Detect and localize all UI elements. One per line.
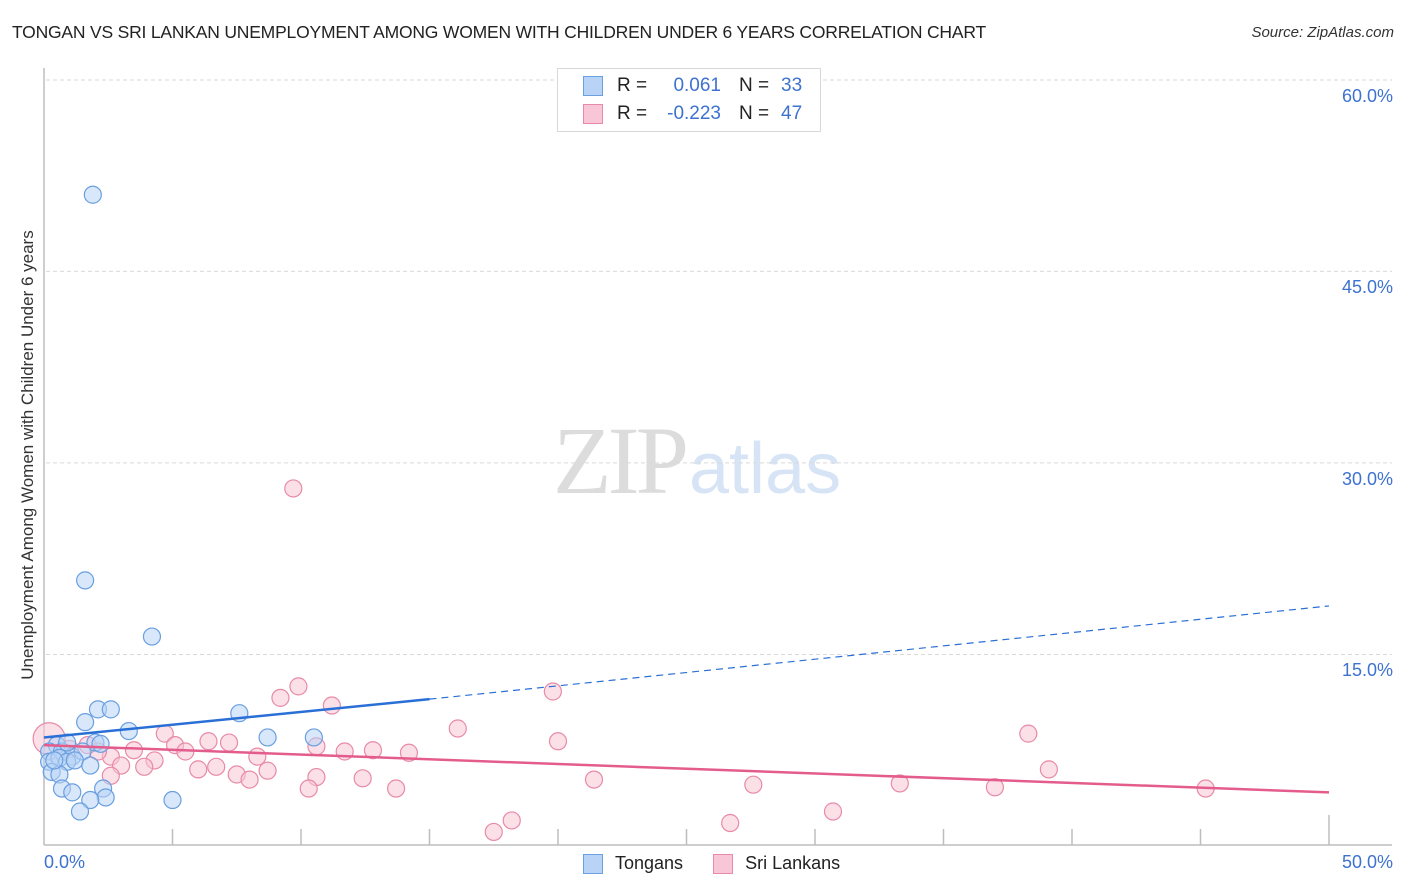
data-point (363, 741, 383, 760)
data-point (985, 778, 1005, 797)
data-point (299, 779, 318, 798)
data-point (258, 728, 277, 747)
legend-row-tongans: R = 0.061 N = 33 (583, 74, 802, 98)
data-point (124, 741, 144, 760)
data-point (1039, 760, 1058, 779)
data-point (584, 770, 604, 789)
x-tick-0: 0.0% (44, 852, 86, 872)
sri-lankans-trend-line (43, 743, 1330, 794)
tongans-swatch (583, 76, 603, 96)
data-point (248, 747, 267, 766)
y-tick-30: 30.0% (1341, 469, 1393, 489)
series-legend: Tongans Sri Lankans (583, 853, 870, 874)
data-point (502, 811, 521, 830)
data-point (890, 774, 909, 793)
data-point (1019, 724, 1038, 743)
y-axis-label: Unemployment Among Women with Children U… (18, 230, 37, 680)
data-point (96, 788, 115, 807)
data-point (386, 779, 406, 798)
chart-title: TONGAN VS SRI LANKAN UNEMPLOYMENT AMONG … (12, 22, 986, 42)
axes (43, 68, 1392, 846)
r-label: R = (617, 75, 648, 96)
data-point (284, 479, 303, 498)
legend-item-sri-lankans[interactable]: Sri Lankans (713, 853, 840, 874)
r-value: -0.223 (667, 103, 721, 124)
data-point (353, 769, 372, 788)
n-label: N = (739, 75, 770, 96)
data-point (76, 713, 95, 732)
data-point (548, 732, 568, 751)
legend-row-sri-lankans: R = -0.223 N = 47 (583, 102, 802, 126)
data-point (119, 721, 138, 741)
data-point (258, 761, 277, 780)
legend-label-sri-lankans: Sri Lankans (745, 853, 841, 873)
n-value: 47 (781, 103, 803, 124)
y-tick-60: 60.0% (1341, 86, 1393, 106)
data-point (135, 757, 154, 776)
data-point (163, 790, 182, 810)
source-label: Source: ZipAtlas.com (1251, 24, 1394, 41)
data-point (76, 571, 95, 590)
data-point (721, 813, 740, 833)
data-point (219, 733, 239, 752)
n-label: N = (739, 103, 770, 124)
y-tick-15: 15.0% (1341, 660, 1393, 680)
y-tick-45: 45.0% (1341, 277, 1393, 297)
data-point (45, 751, 64, 770)
sri-lankans-swatch (583, 104, 603, 124)
r-value: 0.061 (673, 75, 721, 96)
data-point (207, 757, 226, 776)
data-point (199, 732, 218, 751)
data-point (83, 185, 102, 204)
data-point (484, 822, 503, 842)
data-point (322, 696, 341, 715)
data-point (65, 751, 84, 770)
series-sri-lankans-points (32, 479, 1215, 842)
n-value: 33 (781, 75, 803, 96)
data-point (823, 802, 843, 821)
data-point (70, 802, 90, 821)
data-point (543, 682, 562, 701)
tongans-trend-extension (429, 605, 1330, 700)
data-point (81, 756, 100, 775)
legend-label-tongans: Tongans (615, 853, 684, 873)
tongans-swatch (583, 853, 603, 874)
data-point (189, 760, 208, 779)
correlation-legend: R = 0.061 N = 33 R = -0.223 N = 47 (557, 68, 821, 132)
tongans-trend-line (43, 697, 430, 739)
data-point (81, 790, 100, 810)
data-point (101, 700, 120, 719)
r-label: R = (617, 103, 648, 124)
data-point (744, 775, 763, 794)
gridlines (46, 79, 1392, 655)
data-point (304, 728, 323, 747)
trend-lines (43, 605, 1330, 794)
data-point (271, 688, 290, 707)
x-tick-50: 50.0% (1341, 852, 1393, 872)
legend-item-tongans[interactable]: Tongans (583, 853, 683, 874)
data-point (399, 743, 419, 762)
data-point (91, 734, 110, 753)
data-point (289, 677, 308, 696)
data-point (448, 719, 467, 738)
data-point (240, 770, 259, 789)
sri-lankans-swatch (713, 853, 734, 874)
data-point (63, 783, 82, 802)
data-point (142, 627, 162, 646)
